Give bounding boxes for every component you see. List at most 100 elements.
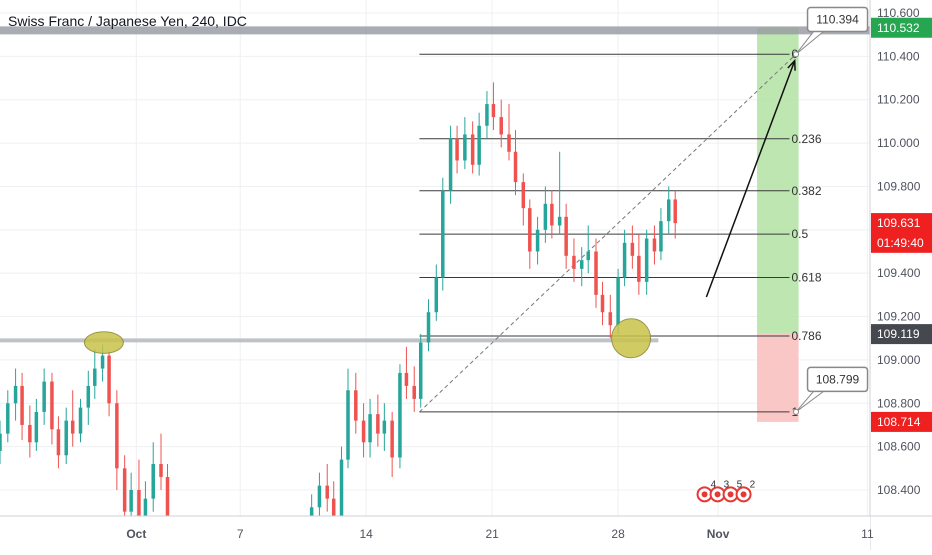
price-label-text: 110.532	[877, 21, 920, 35]
callout-text: 108.799	[816, 372, 860, 386]
candle-body	[622, 242, 627, 278]
candle-body	[608, 312, 613, 326]
fib-level-label: 0.382	[791, 184, 821, 198]
candle-body	[418, 342, 423, 399]
x-tick-label: Oct	[126, 527, 146, 541]
candle-body	[346, 390, 350, 460]
candle-body	[382, 420, 387, 434]
price-label-box	[871, 232, 932, 253]
time-axis[interactable]	[0, 516, 870, 550]
candle-body	[630, 242, 635, 256]
candle-body	[100, 355, 105, 369]
event-count-label: 2	[750, 479, 756, 490]
fib-level-label: 0.786	[791, 329, 821, 343]
candle-body	[594, 251, 598, 295]
candle-body	[13, 385, 18, 404]
candle-body	[42, 381, 46, 412]
callout-anchor	[792, 408, 799, 415]
candle-body	[434, 277, 439, 313]
candle-body	[317, 485, 322, 508]
candle-body	[637, 255, 641, 282]
candle-body	[455, 138, 459, 161]
event-flag-dot	[740, 491, 747, 498]
candle-body	[129, 489, 133, 512]
candle-body	[115, 403, 119, 469]
highlight-ellipse	[83, 331, 124, 354]
drawings-front: 110.394 108.799 4 3 5 2	[83, 6, 869, 503]
candle-body	[159, 463, 163, 477]
callout-text: 110.394	[816, 13, 859, 27]
price-labels: 110.532 109.631 01:49:40 109.119 108.714	[871, 17, 932, 432]
candle-body	[376, 414, 380, 434]
y-tick-label: 110.200	[877, 93, 920, 107]
candle-body	[354, 390, 358, 421]
candle-body	[521, 182, 526, 209]
x-tick-label: 28	[611, 527, 625, 541]
fib-trend-line	[419, 53, 797, 413]
fib-level-label: 0.236	[791, 132, 821, 146]
candle-body	[404, 372, 409, 386]
candle-body	[56, 429, 61, 456]
candle-body	[543, 203, 548, 230]
candle-body	[86, 385, 91, 408]
candle-body	[20, 385, 24, 425]
candle-body	[143, 498, 148, 516]
candle-body	[550, 203, 554, 226]
fib-level-label: 0.618	[791, 271, 821, 285]
y-tick-label: 109.800	[877, 179, 921, 193]
candle-body	[572, 255, 576, 269]
highlight-ellipse	[611, 318, 652, 359]
y-tick-label: 109.400	[877, 266, 921, 280]
candle-body	[34, 411, 39, 443]
candle-body	[93, 368, 97, 386]
event-count-label: 4	[711, 479, 717, 490]
y-tick-label: 110.600	[877, 6, 920, 20]
candle-body	[339, 459, 344, 521]
candle-body	[507, 134, 511, 152]
event-flag-dot	[701, 491, 708, 498]
candle-body	[107, 355, 111, 404]
price-axis[interactable]	[870, 0, 932, 550]
candle-body	[491, 104, 496, 118]
candle-body	[652, 238, 657, 252]
candle-body	[463, 134, 467, 161]
candle-body	[412, 385, 416, 399]
price-label-box	[871, 411, 932, 432]
price-label-text: 108.714	[877, 415, 921, 429]
projection-arrow	[705, 60, 796, 298]
candle-body	[70, 420, 75, 434]
candle-body	[499, 117, 503, 135]
candle-body	[368, 414, 372, 443]
candle-body	[579, 260, 584, 269]
candle-body	[325, 485, 329, 499]
candle-body	[557, 216, 562, 226]
candle-body	[137, 489, 141, 516]
y-axis-ticks: 110.600 110.400 110.200 110.000 109.800 109.6…	[877, 6, 921, 497]
candle-body	[644, 238, 649, 282]
candle-body	[151, 463, 155, 499]
candle-body	[331, 498, 336, 521]
price-label-box	[871, 324, 932, 345]
event-flag-dot	[727, 491, 734, 498]
candle-body	[0, 433, 2, 451]
y-tick-label: 108.800	[877, 396, 921, 410]
candle-body	[50, 381, 54, 430]
x-axis-ticks: Oct 7 14 21 28 Nov 11	[126, 527, 874, 541]
candles	[0, 82, 677, 545]
y-tick-label: 110.000	[877, 136, 920, 150]
candle-body	[6, 403, 10, 434]
y-tick-label: 108.400	[877, 483, 921, 497]
candle-body	[165, 476, 170, 521]
candle-body	[441, 190, 445, 278]
candle-body	[448, 138, 453, 191]
candle-body	[513, 151, 518, 183]
long-position-profit-zone	[757, 27, 799, 334]
candle-body	[28, 424, 32, 443]
callout-box	[806, 6, 869, 33]
price-label-box	[871, 17, 932, 38]
candle-body	[564, 216, 568, 256]
candle-body	[64, 420, 68, 456]
price-label-text: 109.631	[877, 216, 921, 230]
